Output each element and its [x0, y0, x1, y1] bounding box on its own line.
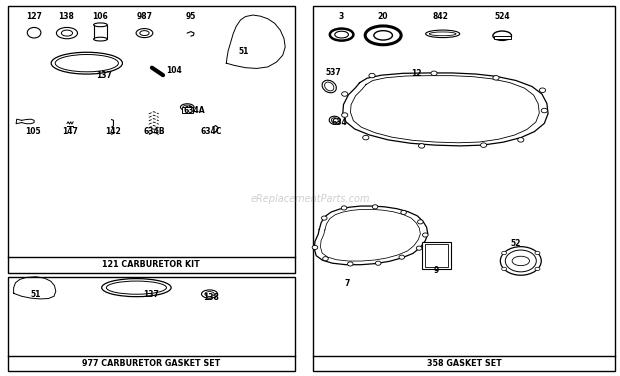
Ellipse shape	[372, 205, 378, 209]
Text: 358 GASKET SET: 358 GASKET SET	[427, 359, 502, 368]
Bar	[494, 36, 511, 39]
Bar	[8, 277, 294, 371]
Ellipse shape	[423, 233, 428, 237]
Ellipse shape	[512, 256, 529, 265]
Text: 7: 7	[345, 279, 350, 288]
Ellipse shape	[183, 105, 192, 109]
Text: 977 CARBURETOR GASKET SET: 977 CARBURETOR GASKET SET	[82, 359, 220, 368]
Ellipse shape	[322, 256, 329, 261]
Ellipse shape	[418, 144, 425, 148]
Ellipse shape	[431, 71, 437, 76]
Ellipse shape	[374, 31, 392, 40]
Text: 137: 137	[143, 290, 159, 299]
Text: 138: 138	[203, 293, 219, 302]
Ellipse shape	[369, 73, 375, 78]
Ellipse shape	[325, 82, 334, 91]
Ellipse shape	[401, 211, 407, 214]
Ellipse shape	[94, 37, 107, 41]
Text: 121 CARBURETOR KIT: 121 CARBURETOR KIT	[102, 260, 200, 269]
Ellipse shape	[136, 29, 153, 38]
Bar	[8, 6, 294, 273]
Ellipse shape	[365, 26, 401, 45]
Ellipse shape	[342, 92, 348, 96]
Text: 987: 987	[136, 12, 153, 21]
Text: 12: 12	[412, 69, 422, 78]
Ellipse shape	[180, 104, 194, 111]
Ellipse shape	[480, 143, 487, 147]
Ellipse shape	[399, 255, 404, 259]
Text: 104: 104	[166, 66, 182, 75]
Ellipse shape	[535, 251, 540, 255]
Text: 634C: 634C	[200, 127, 221, 136]
Bar	[422, 242, 451, 269]
Text: 51: 51	[31, 290, 41, 299]
Ellipse shape	[500, 247, 541, 275]
Text: 51: 51	[239, 47, 249, 56]
Ellipse shape	[535, 267, 540, 271]
Text: 842: 842	[432, 12, 448, 21]
Text: 138: 138	[58, 12, 74, 21]
Ellipse shape	[417, 246, 422, 250]
Text: 106: 106	[92, 12, 108, 21]
Ellipse shape	[375, 261, 381, 265]
Ellipse shape	[335, 31, 348, 38]
Ellipse shape	[329, 116, 340, 124]
Bar	[425, 244, 448, 267]
Text: 127: 127	[26, 12, 42, 21]
Text: 52: 52	[511, 239, 521, 248]
Text: 537: 537	[325, 68, 341, 77]
Bar	[313, 6, 615, 371]
Text: 634A: 634A	[184, 106, 205, 115]
Ellipse shape	[61, 30, 73, 36]
Ellipse shape	[541, 108, 547, 113]
Ellipse shape	[425, 30, 460, 38]
Ellipse shape	[429, 32, 456, 36]
Ellipse shape	[202, 290, 218, 298]
Bar	[94, 25, 107, 39]
Text: 142: 142	[105, 127, 122, 136]
Ellipse shape	[342, 113, 348, 117]
Text: 634B: 634B	[143, 127, 164, 136]
Text: 524: 524	[494, 12, 510, 21]
Text: eReplacementParts.com: eReplacementParts.com	[250, 194, 370, 204]
Ellipse shape	[539, 88, 546, 92]
Ellipse shape	[27, 27, 41, 38]
Text: 137: 137	[96, 71, 112, 80]
Ellipse shape	[102, 279, 171, 297]
Ellipse shape	[418, 220, 423, 224]
Ellipse shape	[56, 27, 78, 39]
Ellipse shape	[51, 52, 123, 74]
Ellipse shape	[330, 29, 353, 41]
Text: 3: 3	[339, 12, 343, 21]
Text: 105: 105	[25, 127, 41, 136]
Ellipse shape	[322, 80, 337, 93]
Text: 9: 9	[434, 266, 439, 275]
Text: 634: 634	[332, 118, 348, 127]
Ellipse shape	[493, 31, 512, 40]
Ellipse shape	[518, 138, 524, 142]
Ellipse shape	[140, 30, 149, 36]
Ellipse shape	[341, 206, 347, 210]
Ellipse shape	[205, 292, 215, 296]
Ellipse shape	[347, 262, 353, 266]
Ellipse shape	[331, 118, 339, 123]
Text: 95: 95	[186, 12, 196, 21]
Ellipse shape	[312, 245, 317, 250]
Ellipse shape	[502, 267, 507, 271]
Ellipse shape	[493, 76, 499, 80]
Ellipse shape	[321, 216, 327, 220]
Text: 20: 20	[378, 12, 388, 21]
Ellipse shape	[107, 281, 166, 294]
Bar	[182, 107, 193, 113]
Ellipse shape	[363, 135, 369, 140]
Ellipse shape	[94, 23, 107, 27]
Text: 147: 147	[62, 127, 78, 136]
Ellipse shape	[502, 251, 507, 255]
Ellipse shape	[505, 250, 536, 272]
Ellipse shape	[55, 55, 118, 72]
